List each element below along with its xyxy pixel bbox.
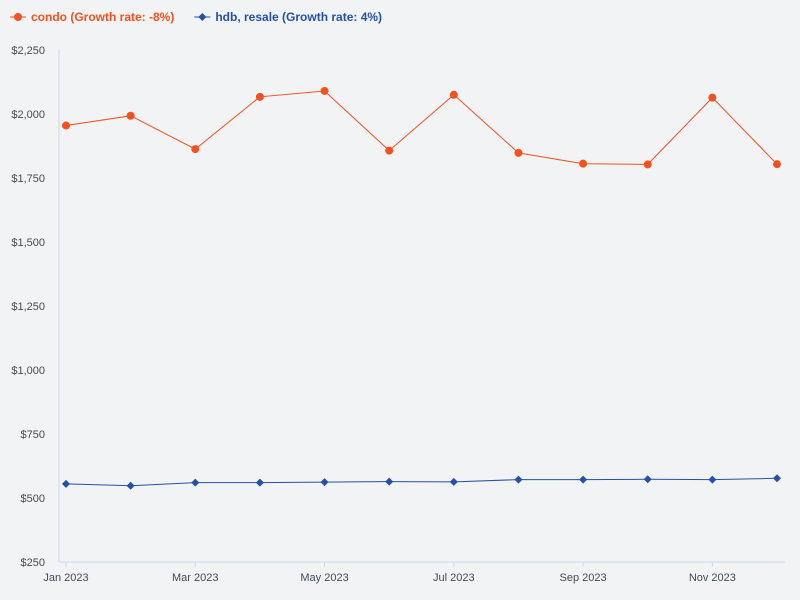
legend: condo (Growth rate: -8%) hdb, resale (Gro… — [10, 10, 382, 24]
data-point — [126, 481, 135, 490]
data-point — [255, 478, 264, 487]
data-point — [708, 475, 717, 484]
series-1 — [62, 474, 781, 490]
data-point — [62, 121, 70, 130]
y-tick-label: $1,500 — [11, 237, 45, 249]
y-tick-label: $2,000 — [11, 109, 45, 121]
data-point — [643, 475, 652, 484]
legend-marker — [14, 13, 22, 21]
data-point — [579, 159, 588, 168]
data-point — [449, 477, 458, 486]
data-point — [514, 148, 523, 157]
y-tick-label: $1,750 — [11, 173, 45, 185]
x-tick-label: Mar 2023 — [172, 572, 218, 584]
y-axis: $250 $500 $750 $1,000 $1,250 $1,500 $1,750 $2,0… — [11, 45, 60, 569]
legend-label: hdb, resale (Growth rate: 4%) — [215, 10, 382, 24]
data-point — [385, 146, 394, 155]
data-point — [62, 479, 70, 488]
data-point — [320, 86, 329, 95]
data-point — [773, 474, 781, 483]
legend-marker — [198, 13, 207, 21]
data-point — [643, 160, 652, 169]
x-tick-label: Sep 2023 — [560, 572, 607, 584]
series-0 — [62, 86, 781, 169]
series-line — [65, 477, 778, 487]
data-point — [320, 478, 329, 487]
legend-item-1: hdb, resale (Growth rate: 4%) — [194, 10, 382, 24]
x-tick-label: Jul 2023 — [433, 572, 475, 584]
y-tick-label: $1,250 — [11, 301, 45, 313]
data-point — [255, 92, 264, 101]
data-point — [773, 160, 781, 169]
data-point — [191, 145, 200, 154]
x-tick-label: Jan 2023 — [43, 572, 88, 584]
plot-area — [62, 86, 781, 490]
y-tick-label: $500 — [21, 493, 45, 505]
data-point — [385, 477, 394, 486]
x-tick-label: Nov 2023 — [689, 572, 736, 584]
x-axis: Jan 2023 Mar 2023 May 2023 Jul 2023 Sep 2023… — [43, 561, 785, 584]
data-point — [126, 111, 135, 120]
data-point — [708, 93, 717, 102]
legend-label: condo (Growth rate: -8%) — [31, 10, 174, 24]
data-point — [449, 90, 458, 99]
y-tick-label: $250 — [21, 557, 45, 569]
legend-item-0: condo (Growth rate: -8%) — [10, 10, 174, 24]
data-point — [514, 475, 523, 484]
data-point — [191, 478, 200, 487]
y-tick-label: $1,000 — [11, 365, 45, 377]
series-line — [65, 90, 778, 165]
x-tick-label: May 2023 — [300, 572, 348, 584]
y-tick-label: $2,250 — [11, 45, 45, 57]
data-point — [579, 475, 588, 484]
y-tick-label: $750 — [21, 429, 45, 441]
